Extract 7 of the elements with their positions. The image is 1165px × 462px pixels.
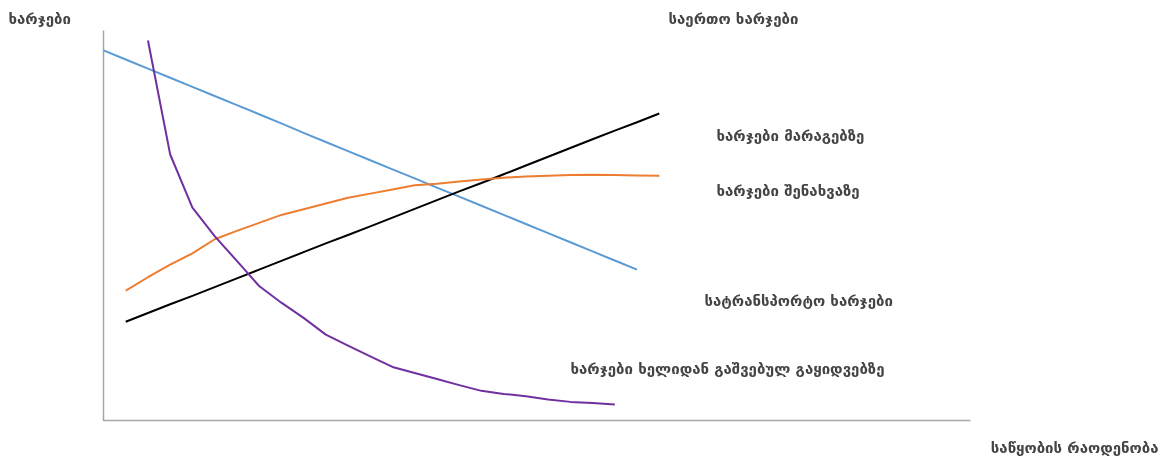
annotation: სატრანსპორტო ხარჯები — [704, 291, 893, 310]
annotation: ხარჯები მარაგებზე — [716, 126, 865, 145]
x-axis-title: საწყობის რაოდენობა — [990, 438, 1159, 457]
annotation: ხარჯები ხელიდან გაშვებულ გაყიდვებზე — [570, 359, 885, 378]
annotation: ხარჯები შენახვაზე — [716, 181, 860, 200]
text: საერთო ხარჯები — [668, 9, 799, 28]
y-axis-title: ხარჯები — [8, 9, 72, 28]
